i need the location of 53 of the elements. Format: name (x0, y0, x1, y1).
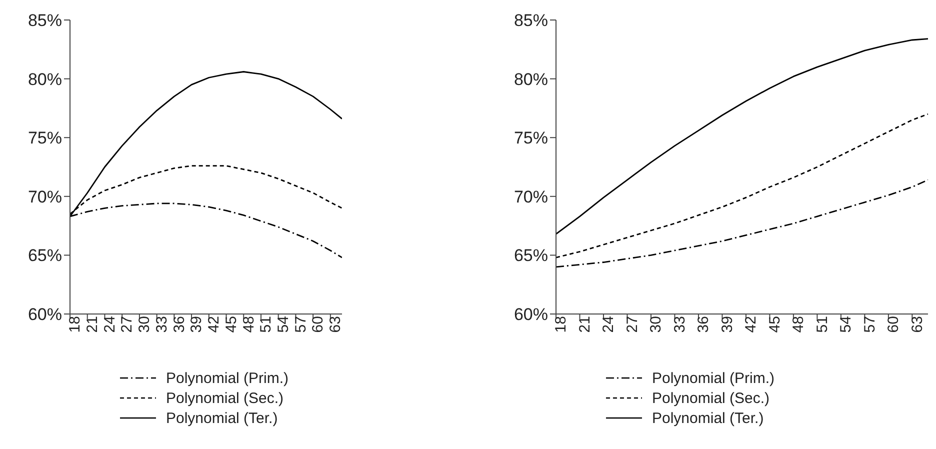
y-tick-label: 75% (514, 128, 548, 148)
x-tick-label: 60 (310, 316, 327, 333)
y-tick-label: 85% (514, 11, 548, 30)
x-tick-label: 45 (222, 316, 240, 333)
y-tick-label: 80% (514, 70, 548, 89)
line-series (556, 179, 928, 268)
y-tick-label: 70% (514, 187, 548, 206)
y-tick-label: 65% (28, 246, 62, 266)
x-tick-label: 27 (624, 316, 641, 333)
x-tick-label: 42 (206, 316, 223, 333)
x-tick-label: 24 (101, 316, 118, 333)
x-tick-label: 51 (258, 316, 275, 333)
y-tick-label: 75% (28, 128, 62, 148)
legend-label: Polynomial (Ter.) (652, 410, 764, 426)
x-tick-label: 48 (240, 316, 258, 333)
legend-label: Polynomial (Sec.) (652, 390, 770, 406)
x-tick-label: 21 (576, 316, 594, 333)
x-tick-label: 42 (742, 316, 760, 333)
y-tick-label: 60% (514, 305, 548, 324)
legend-label: Polynomial (Sec.) (166, 390, 284, 406)
x-tick-label: 54 (838, 316, 855, 333)
legend-label: Polynomial (Ter.) (166, 410, 278, 426)
x-tick-label: 60 (885, 316, 902, 333)
x-tick-label: 48 (790, 316, 808, 333)
x-tick-label: 18 (552, 316, 570, 333)
x-tick-label: 36 (695, 316, 712, 333)
y-tick-label: 80% (28, 70, 62, 89)
y-tick-label: 70% (28, 187, 62, 206)
x-tick-label: 57 (292, 316, 310, 333)
x-tick-label: 39 (718, 316, 736, 333)
y-tick-label: 60% (28, 305, 62, 324)
legend-label: Polynomial (Prim.) (166, 370, 289, 386)
x-tick-label: 24 (600, 316, 618, 333)
line-series (556, 113, 928, 258)
x-tick-label: 45 (766, 316, 784, 333)
line-series (556, 38, 928, 235)
x-tick-label: 27 (118, 316, 136, 333)
x-tick-label: 63 (327, 316, 344, 333)
x-tick-label: 18 (66, 316, 84, 333)
x-tick-label: 63 (908, 316, 926, 333)
x-tick-label: 36 (170, 316, 188, 333)
y-tick-label: 85% (28, 11, 62, 30)
x-tick-label: 33 (153, 316, 170, 333)
x-tick-label: 30 (136, 316, 154, 333)
x-tick-label: 54 (274, 316, 292, 333)
y-tick-label: 65% (514, 246, 548, 266)
x-tick-label: 30 (648, 316, 665, 333)
legend-label: Polynomial (Prim.) (652, 370, 775, 386)
x-tick-label: 21 (84, 316, 102, 333)
x-tick-label: 33 (671, 316, 688, 333)
x-tick-label: 57 (861, 316, 878, 333)
x-tick-label: 39 (188, 316, 206, 333)
x-tick-label: 51 (814, 316, 831, 333)
